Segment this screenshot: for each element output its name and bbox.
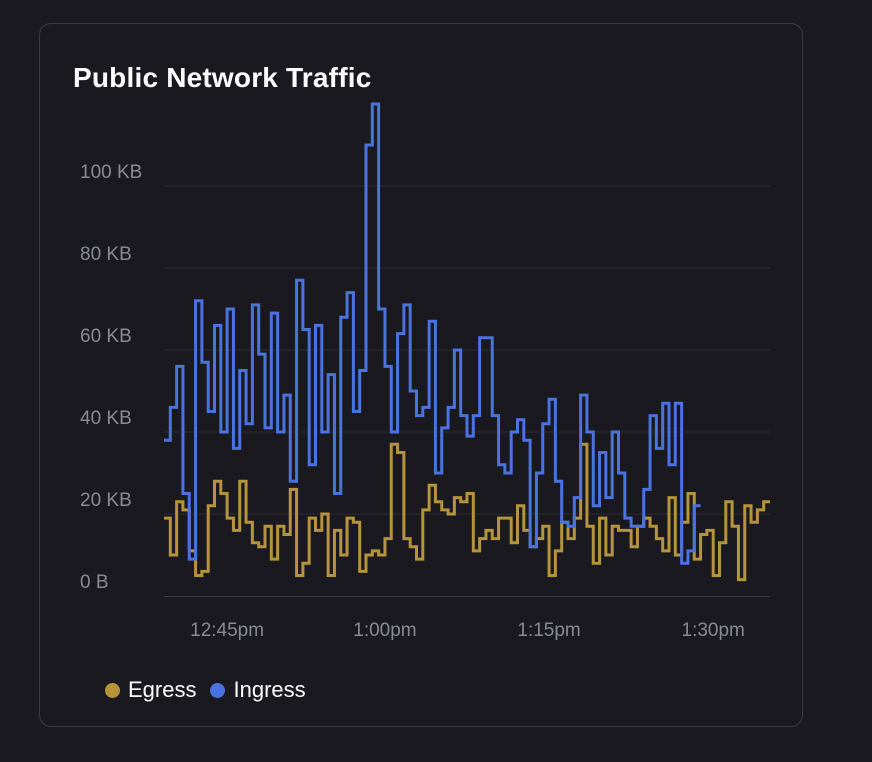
legend-label-ingress: Ingress [233, 677, 306, 702]
x-tick-label: 12:45pm [190, 620, 264, 641]
y-tick-label: 20 KB [80, 490, 132, 511]
x-tick-label: 1:15pm [517, 620, 580, 641]
network-traffic-card: Public Network Traffic Egress Ingress [39, 23, 803, 727]
legend-item-egress[interactable]: Egress [105, 677, 196, 703]
y-axis-ticks: 0 B 20 KB 40 KB 60 KB 80 KB 100 KB [80, 162, 142, 593]
x-axis-ticks: 12:45pm 1:00pm 1:15pm 1:30pm [190, 620, 745, 641]
legend-swatch-ingress [210, 682, 226, 698]
x-tick-label: 1:00pm [353, 620, 416, 641]
series-lines [164, 102, 770, 582]
legend-swatch-egress [105, 682, 120, 698]
y-tick-label: 80 KB [80, 244, 132, 265]
chart-title: Public Network Traffic [73, 62, 372, 93]
y-tick-label: 60 KB [80, 326, 132, 347]
legend-label-egress: Egress [128, 677, 197, 702]
series-line-egress [164, 442, 770, 582]
series-line-ingress [164, 102, 701, 565]
grid-lines [164, 185, 770, 515]
y-tick-label: 0 B [80, 572, 109, 593]
x-tick-label: 1:30pm [682, 620, 745, 641]
y-tick-label: 100 KB [80, 162, 142, 183]
chart-legend: Egress Ingress [105, 677, 306, 703]
y-tick-label: 40 KB [80, 408, 132, 429]
legend-item-ingress[interactable]: Ingress [210, 677, 306, 703]
